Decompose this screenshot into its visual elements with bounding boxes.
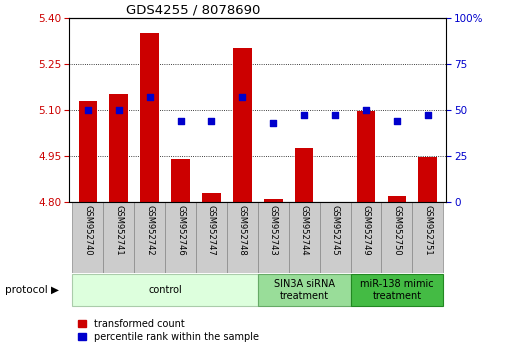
- Text: GSM952749: GSM952749: [362, 205, 370, 256]
- Bar: [233, 48, 251, 202]
- Bar: [165, 202, 196, 273]
- Text: control: control: [148, 285, 182, 295]
- Bar: [103, 202, 134, 273]
- Text: GSM952741: GSM952741: [114, 205, 123, 256]
- Bar: [196, 202, 227, 273]
- Bar: [258, 202, 289, 273]
- Bar: [357, 111, 375, 202]
- Text: GSM952743: GSM952743: [269, 205, 278, 256]
- Bar: [141, 33, 159, 202]
- Bar: [109, 95, 128, 202]
- Bar: [412, 202, 443, 273]
- Text: GDS4255 / 8078690: GDS4255 / 8078690: [126, 4, 260, 17]
- Bar: [134, 202, 165, 273]
- Text: GSM952746: GSM952746: [176, 205, 185, 256]
- Bar: [419, 157, 437, 202]
- Text: miR-138 mimic
treatment: miR-138 mimic treatment: [360, 279, 433, 301]
- Point: [331, 113, 339, 118]
- Bar: [350, 274, 443, 306]
- Bar: [350, 202, 381, 273]
- Text: GSM952748: GSM952748: [238, 205, 247, 256]
- Bar: [320, 202, 350, 273]
- Point: [424, 113, 432, 118]
- Bar: [227, 202, 258, 273]
- Bar: [295, 148, 313, 202]
- Text: GSM952742: GSM952742: [145, 205, 154, 256]
- Bar: [78, 101, 97, 202]
- Point: [300, 113, 308, 118]
- Point: [362, 107, 370, 113]
- Bar: [258, 274, 350, 306]
- Point: [176, 118, 185, 124]
- Point: [146, 94, 154, 100]
- Text: GSM952747: GSM952747: [207, 205, 216, 256]
- Text: GSM952745: GSM952745: [330, 205, 340, 256]
- Text: GSM952740: GSM952740: [83, 205, 92, 256]
- Text: protocol ▶: protocol ▶: [5, 285, 59, 295]
- Bar: [72, 202, 103, 273]
- Text: GSM952751: GSM952751: [423, 205, 432, 256]
- Bar: [289, 202, 320, 273]
- Bar: [381, 202, 412, 273]
- Point: [269, 120, 278, 125]
- Text: SIN3A siRNA
treatment: SIN3A siRNA treatment: [273, 279, 334, 301]
- Bar: [202, 193, 221, 202]
- Point: [238, 94, 246, 100]
- Point: [84, 107, 92, 113]
- Point: [114, 107, 123, 113]
- Legend: transformed count, percentile rank within the sample: transformed count, percentile rank withi…: [74, 315, 263, 346]
- Bar: [171, 159, 190, 202]
- Bar: [264, 199, 283, 202]
- Text: GSM952744: GSM952744: [300, 205, 309, 256]
- Text: GSM952750: GSM952750: [392, 205, 401, 256]
- Point: [207, 118, 215, 124]
- Point: [393, 118, 401, 124]
- Bar: [72, 274, 258, 306]
- Bar: [388, 196, 406, 202]
